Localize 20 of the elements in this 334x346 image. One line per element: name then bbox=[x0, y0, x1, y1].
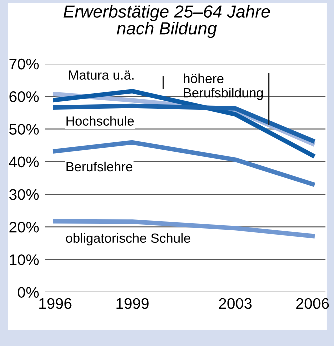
y-tick-label: 60% bbox=[10, 92, 39, 102]
y-tick-label: 10% bbox=[10, 254, 39, 266]
series-label: Matura u.ä. bbox=[69, 70, 134, 80]
series-label: Berufslehre bbox=[66, 162, 133, 172]
x-tick-label: 1999 bbox=[116, 298, 149, 310]
y-tick-label: 70% bbox=[10, 58, 39, 70]
y-tick-label: 50% bbox=[10, 124, 39, 135]
series-label: obligatorische Schule bbox=[66, 233, 191, 246]
series-label: Hochschule bbox=[66, 116, 134, 126]
y-tick-label: 0% bbox=[18, 287, 39, 298]
line-series bbox=[53, 89, 316, 158]
line-series bbox=[53, 140, 316, 187]
y-tick-label: 40% bbox=[9, 156, 39, 168]
y-tick-label: 30% bbox=[10, 189, 39, 200]
chart-title: Erwerbstätige 25–64 Jahre nach Bildung bbox=[64, 5, 270, 38]
x-tick-label: 2006 bbox=[296, 298, 330, 310]
y-tick-label: 20% bbox=[10, 222, 39, 233]
x-tick-label: 1996 bbox=[40, 298, 72, 310]
x-tick-label: 2003 bbox=[219, 298, 252, 310]
line-series bbox=[53, 104, 316, 144]
